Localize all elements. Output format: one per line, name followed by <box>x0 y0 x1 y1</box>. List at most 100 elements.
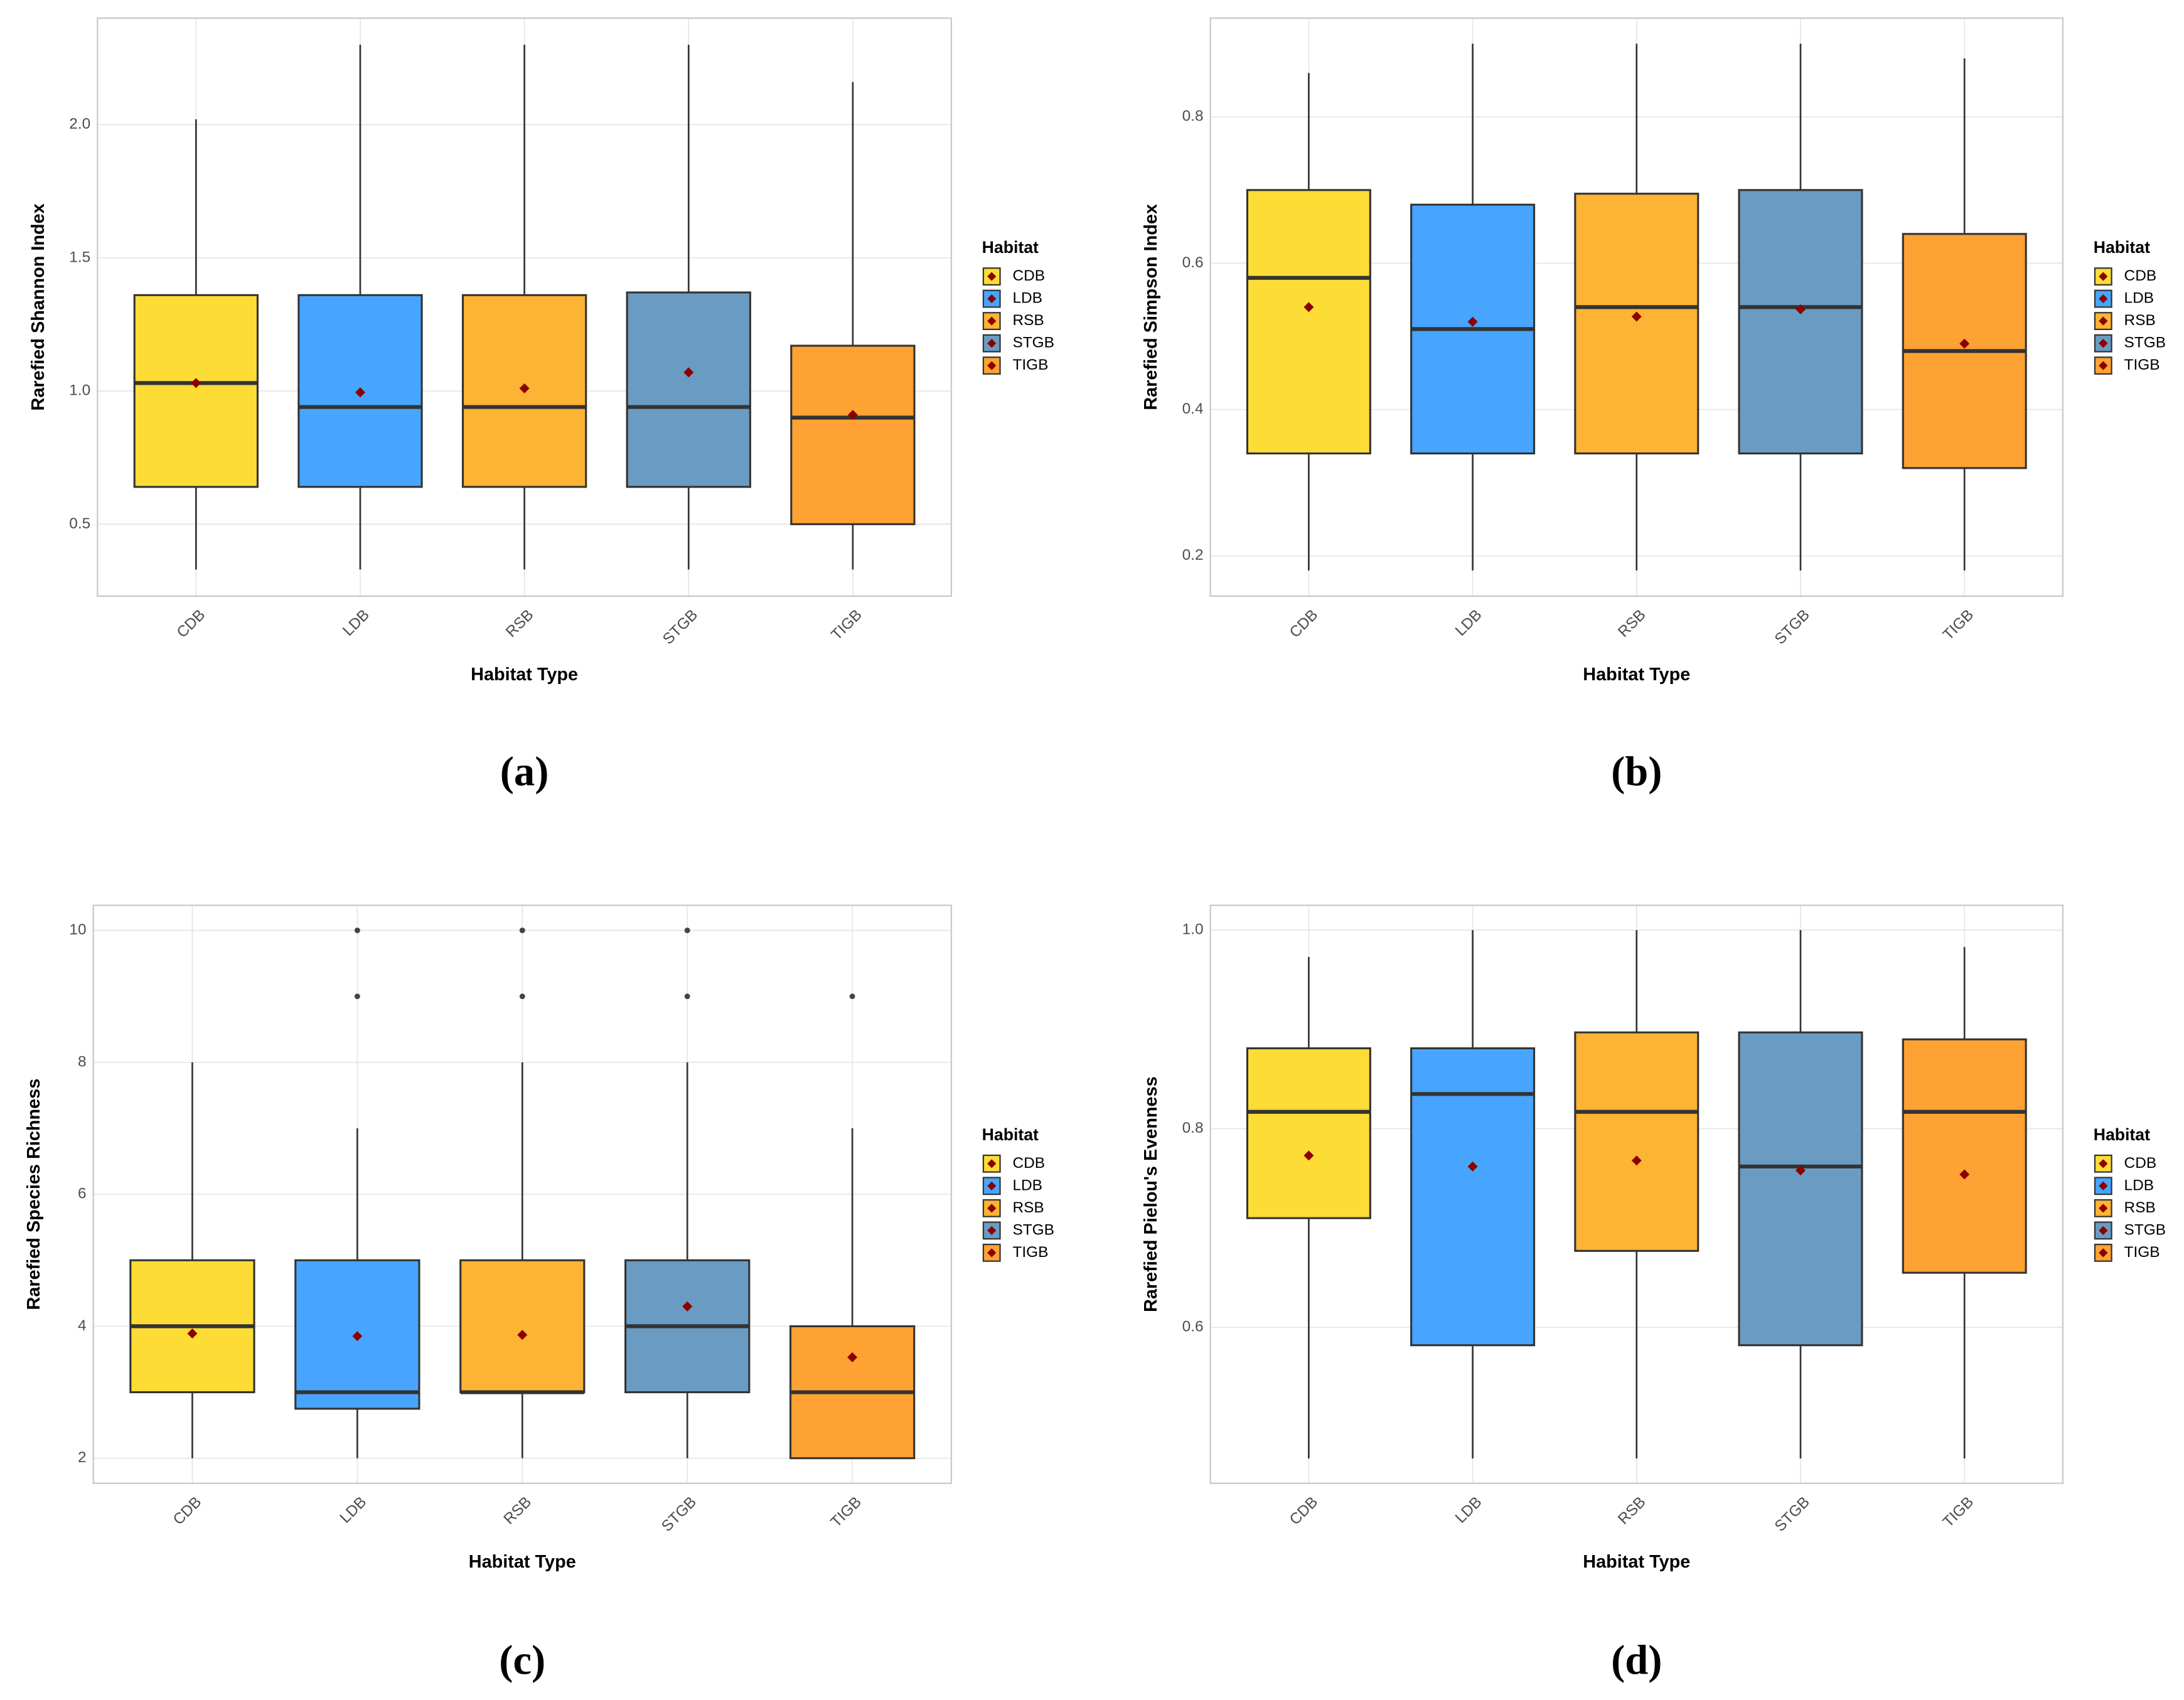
x-tick-label: LDB <box>1452 1494 1485 1527</box>
panel-label: (c) <box>499 1637 545 1683</box>
outlier <box>684 928 690 934</box>
panel: 0.2 0.4 0.6 0.8 CDB LDB RSB STGB TIGB Habitat Typ… <box>1141 17 2166 794</box>
x-tick-label: RSB <box>1615 1494 1649 1528</box>
legend-key-mean <box>2099 361 2108 370</box>
panel: 0.5 1.0 1.5 2.0 CDB LDB RSB STGB TIGB Habitat Typ… <box>28 17 1054 794</box>
y-tick-label: 6 <box>78 1185 87 1202</box>
plot-border <box>1209 904 2064 1484</box>
box <box>626 291 751 488</box>
panel-label: (b) <box>1611 749 1662 794</box>
box <box>1902 1038 2027 1274</box>
legend-label: TIGB <box>1012 1244 1048 1261</box>
mean <box>1959 338 1970 349</box>
legend-key <box>2094 1243 2112 1262</box>
axis-title: Rarefied Pielou's Evenness <box>1141 1076 1161 1312</box>
outlier <box>354 928 360 934</box>
legend-key-mean <box>2099 1226 2108 1235</box>
legend-title: Habitat <box>2094 1125 2150 1144</box>
y-tick-label: 0.5 <box>69 515 90 532</box>
legend-key-mean <box>2099 272 2108 281</box>
mean <box>1959 1169 1970 1180</box>
mean <box>682 1301 693 1312</box>
x-tick-label: LDB <box>1452 606 1485 639</box>
x-tick-label: STGB <box>658 1494 700 1535</box>
outlier <box>519 928 525 934</box>
y-tick-label: 1.5 <box>69 249 90 265</box>
legend-label: RSB <box>1012 312 1044 329</box>
legend-label: CDB <box>1012 1155 1045 1172</box>
legend-key <box>2094 289 2112 308</box>
outlier <box>519 993 525 1000</box>
legend-label: STGB <box>1012 334 1054 351</box>
axis-title: Rarefied Simpson Index <box>1141 204 1161 410</box>
box <box>790 345 916 525</box>
axis-title: Habitat Type <box>471 665 578 685</box>
box <box>1574 1031 1700 1252</box>
x-tick-label: CDB <box>1287 606 1322 641</box>
x-tick-label: TIGB <box>1940 606 1977 643</box>
mean <box>187 1328 198 1339</box>
legend-key-mean <box>987 1248 997 1258</box>
legend-label: RSB <box>2124 1199 2156 1216</box>
x-tick-label: STGB <box>1772 606 1813 648</box>
axis-title: Habitat Type <box>1583 665 1690 685</box>
x-tick-label: TIGB <box>828 606 865 643</box>
outlier <box>849 993 855 1000</box>
y-tick-label: 0.2 <box>1182 547 1204 564</box>
panel: 2 4 6 8 10 CDB LDB RSB STGB TIGB Habitat Type Raref… <box>24 904 1054 1683</box>
legend-key-mean <box>2099 1159 2108 1168</box>
legend-label: LDB <box>2124 290 2154 307</box>
mean <box>519 383 530 393</box>
panel: 0.6 0.8 1.0 CDB LDB RSB STGB TIGB Habitat Type Ra… <box>1141 904 2166 1683</box>
legend-label: TIGB <box>2124 356 2160 373</box>
y-tick-label: 0.4 <box>1182 400 1204 417</box>
panel-label: (d) <box>1611 1637 1662 1683</box>
mean <box>355 387 365 398</box>
box <box>1246 1047 1371 1219</box>
legend-key-mean <box>987 294 997 304</box>
panel-label: (a) <box>500 749 549 794</box>
legend-title: Habitat <box>982 1125 1039 1144</box>
plot-border <box>92 904 952 1484</box>
x-tick-label: TIGB <box>828 1494 865 1531</box>
mean <box>1631 1155 1642 1166</box>
legend-key-mean <box>987 316 997 326</box>
x-tick-label: CDB <box>170 1494 205 1529</box>
legend-key <box>982 1221 1001 1240</box>
legend-key-mean <box>987 1204 997 1213</box>
mean <box>847 1352 858 1362</box>
legend-label: CDB <box>2124 267 2157 284</box>
legend-label: RSB <box>1012 1199 1044 1216</box>
legend-key-mean <box>2099 1204 2108 1213</box>
y-tick-label: 1.0 <box>69 382 90 399</box>
legend-key <box>982 334 1001 353</box>
legend-label: CDB <box>1012 267 1045 284</box>
y-tick-label: 1.0 <box>1182 921 1204 938</box>
box <box>1246 189 1371 455</box>
y-tick-label: 0.8 <box>1182 1120 1204 1136</box>
x-tick-label: STGB <box>660 606 701 648</box>
legend-label: LDB <box>1012 290 1042 307</box>
box <box>1574 193 1700 455</box>
legend-label: STGB <box>2124 334 2166 351</box>
outlier <box>684 993 690 1000</box>
legend-key-mean <box>987 1226 997 1235</box>
box <box>1410 1047 1536 1347</box>
legend-key-mean <box>2099 316 2108 326</box>
legend-label: STGB <box>1012 1221 1054 1238</box>
y-tick-label: 8 <box>78 1053 87 1070</box>
y-tick-label: 2.0 <box>69 115 90 132</box>
axis-title: Habitat Type <box>469 1552 576 1572</box>
x-tick-label: TIGB <box>1940 1494 1977 1531</box>
legend-key-mean <box>987 338 997 348</box>
box <box>133 294 259 488</box>
legend-key-mean <box>2099 1248 2108 1258</box>
x-tick-label: CDB <box>1287 1494 1322 1529</box>
legend-title: Habitat <box>982 238 1039 257</box>
mean <box>1303 302 1314 313</box>
x-tick-label: LDB <box>340 606 373 639</box>
x-tick-label: RSB <box>501 1494 535 1528</box>
legend-key-mean <box>987 272 997 281</box>
mean <box>1467 1161 1478 1172</box>
